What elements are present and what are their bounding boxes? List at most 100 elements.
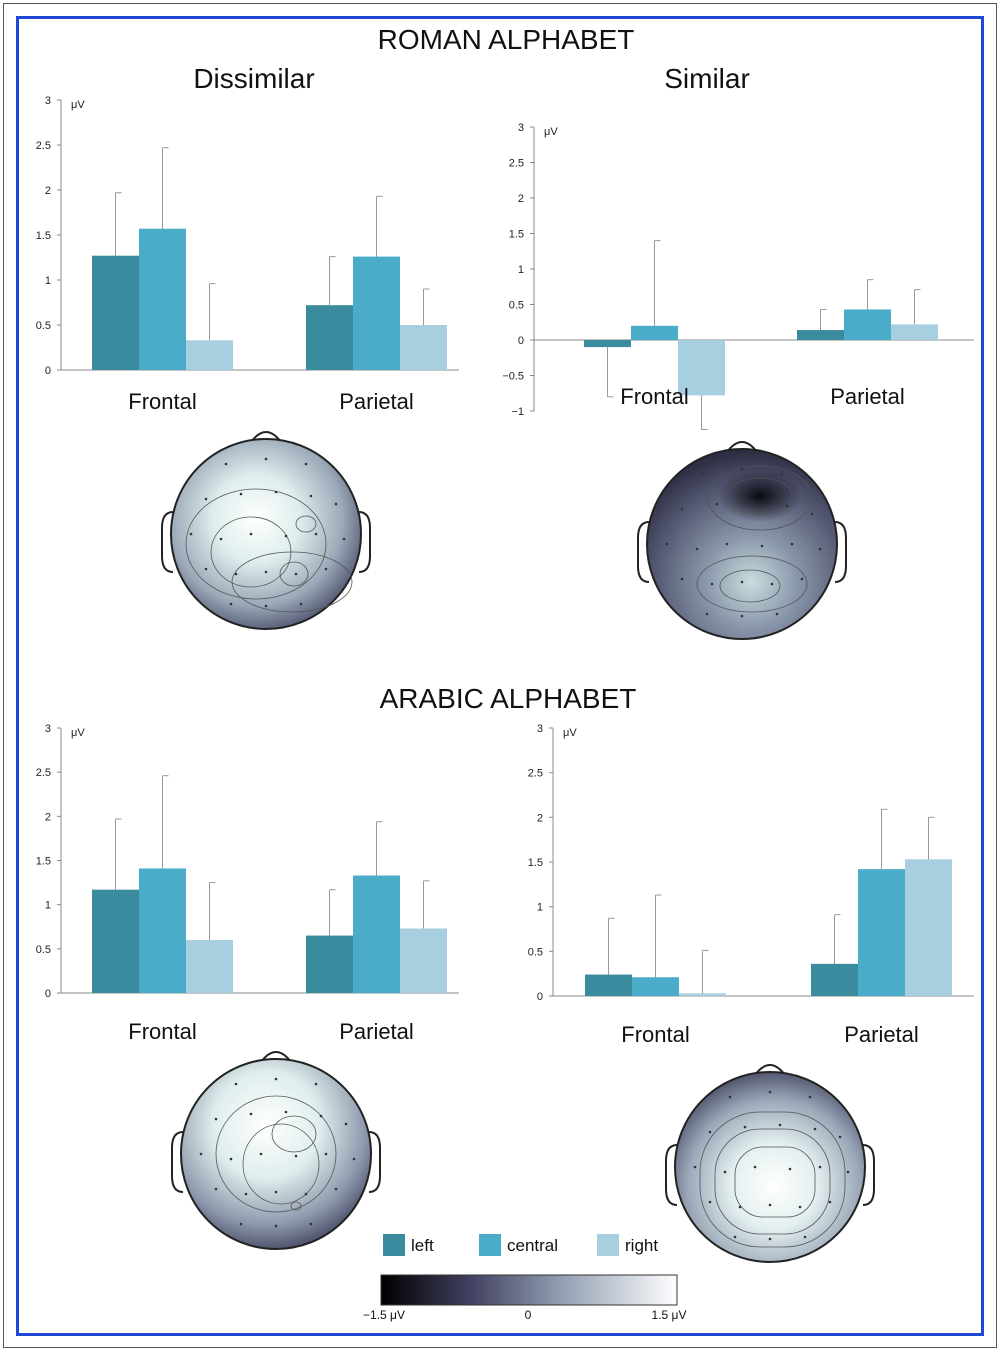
electrode-dot — [274, 1190, 278, 1194]
y-tick-label: 1 — [518, 264, 524, 276]
electrode-dot — [299, 602, 303, 606]
y-tick-label: 2 — [45, 185, 51, 197]
category-label-frontal: Frontal — [128, 389, 196, 414]
contour-line — [290, 1201, 302, 1211]
bar-left-frontal — [585, 974, 632, 996]
y-unit-label: μV — [71, 727, 85, 739]
bar-left-parietal — [797, 330, 844, 340]
electrode-dot — [788, 1167, 792, 1171]
bar-central-parietal — [353, 256, 400, 370]
legend-swatch-central — [479, 1234, 501, 1256]
head-map-roman-dissimilar — [161, 431, 371, 630]
category-label-parietal: Parietal — [844, 1022, 919, 1047]
electrode-dot — [828, 1200, 832, 1204]
electrode-dot — [708, 1130, 712, 1134]
electrode-dot — [284, 534, 288, 538]
y-tick-label: 2 — [518, 193, 524, 205]
electrode-dot — [743, 1125, 747, 1129]
roman-alphabet-title: ROMAN ALPHABET — [378, 24, 635, 55]
electrode-dot — [785, 504, 789, 508]
electrode-dot — [324, 567, 328, 571]
chart-arabic-dissimilar: 0 0.5 1 1.5 2 2.5 3 μV Frontal Parietal — [36, 723, 459, 1044]
category-label-frontal: Frontal — [620, 384, 688, 409]
electrode-dot — [214, 1187, 218, 1191]
bar-central-parietal — [353, 875, 400, 993]
electrode-dot — [738, 1205, 742, 1209]
electrode-dot — [808, 1095, 812, 1099]
y-tick-label: 0.5 — [509, 300, 524, 312]
y-tick-label: 0 — [45, 988, 51, 1000]
electrode-dot — [342, 537, 346, 541]
contour-line — [707, 465, 813, 531]
head-scalp — [180, 1058, 372, 1250]
head-left-ear — [161, 511, 174, 573]
electrode-dot — [309, 494, 313, 498]
chart-roman-dissimilar: 0 0.5 1 1.5 2 2.5 3 μV Frontal Parietal — [36, 95, 459, 414]
y-unit-label: μV — [544, 126, 558, 138]
electrode-dot — [768, 1237, 772, 1241]
electrode-dot — [728, 1095, 732, 1099]
legend-swatch-left — [383, 1234, 405, 1256]
y-tick-label: −0.5 — [502, 371, 524, 383]
y-tick-label: 0.5 — [528, 946, 543, 958]
contour-line — [699, 1111, 846, 1248]
contour-line — [231, 551, 353, 613]
y-tick-label: 2.5 — [528, 768, 543, 780]
arabic-alphabet-title: ARABIC ALPHABET — [380, 683, 637, 714]
bar-central-frontal — [139, 228, 186, 370]
figure-frame: ROMAN ALPHABET Dissimilar Similar ARABIC… — [16, 16, 984, 1336]
electrode-dot — [224, 462, 228, 466]
y-tick-label: 1.5 — [36, 856, 51, 868]
y-tick-label: 0.5 — [36, 944, 51, 956]
similar-title: Similar — [664, 63, 750, 94]
contour-line — [734, 1146, 816, 1218]
electrode-dot — [314, 532, 318, 536]
legend-swatch-right — [597, 1234, 619, 1256]
contour-line — [696, 555, 808, 613]
electrode-dot — [259, 1152, 263, 1156]
y-tick-label: 1 — [45, 275, 51, 287]
bar-left-parietal — [811, 963, 858, 996]
color-scale-mid: 0 — [525, 1308, 532, 1322]
category-label-frontal: Frontal — [128, 1019, 196, 1044]
y-tick-label: 1.5 — [36, 230, 51, 242]
electrode-dot — [249, 532, 253, 536]
electrode-dot — [229, 1157, 233, 1161]
electrode-dots — [199, 1077, 356, 1228]
electrode-dot — [798, 1205, 802, 1209]
electrode-dot — [334, 502, 338, 506]
y-tick-label: 2.5 — [36, 140, 51, 152]
contour-line — [185, 488, 327, 600]
electrode-dot — [778, 1123, 782, 1127]
bar-right-parietal — [891, 324, 938, 340]
electrode-dot — [680, 577, 684, 581]
y-unit-label: μV — [71, 99, 85, 111]
bar-left-parietal — [306, 305, 353, 370]
electrode-dot — [304, 462, 308, 466]
electrode-dot — [334, 1187, 338, 1191]
electrode-dot — [800, 577, 804, 581]
y-tick-label: 2 — [45, 811, 51, 823]
bar-central-frontal — [139, 868, 186, 993]
bar-left-frontal — [92, 889, 139, 993]
electrode-dot — [750, 500, 754, 504]
electrode-dot — [715, 502, 719, 506]
contour-line — [719, 569, 781, 603]
electrode-dot — [693, 1165, 697, 1169]
electrode-dot — [264, 604, 268, 608]
category-label-parietal: Parietal — [830, 384, 905, 409]
contour-line — [714, 1128, 831, 1235]
color-scale-min: −1.5 μV — [363, 1308, 405, 1322]
electrode-dot — [780, 472, 784, 476]
electrode-dot — [838, 1135, 842, 1139]
legend-label-central: central — [507, 1236, 558, 1255]
y-tick-label: 3 — [45, 723, 51, 735]
electrode-dot — [740, 614, 744, 618]
electrode-dots — [693, 1090, 850, 1241]
head-left-ear — [637, 521, 650, 583]
head-right-ear — [834, 521, 847, 583]
head-right-ear — [368, 1131, 381, 1193]
electrode-dot — [264, 457, 268, 461]
contour-line — [210, 516, 292, 588]
contour-line — [215, 1095, 337, 1213]
